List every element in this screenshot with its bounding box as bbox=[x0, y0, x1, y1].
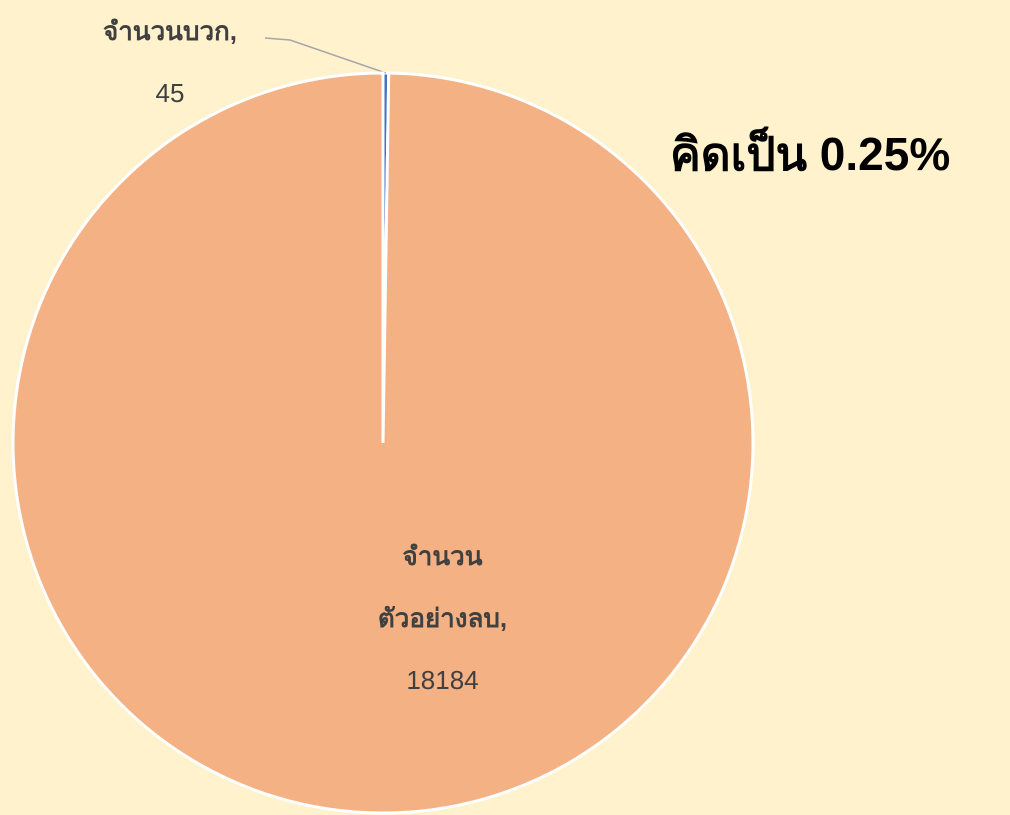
annotation: คิดเป็น 0.25% bbox=[670, 128, 951, 180]
data-label: จำนวนบวก, 45 bbox=[70, 0, 270, 124]
label-category: จำนวนตัวอย่างลบ, bbox=[377, 541, 508, 633]
data-label: จำนวนตัวอย่างลบ, 18184 bbox=[360, 525, 525, 711]
leader-line bbox=[264, 37, 387, 74]
label-value: 45 bbox=[155, 78, 185, 108]
label-value: 18184 bbox=[406, 665, 479, 695]
pie-slice bbox=[11, 71, 755, 815]
label-category: จำนวนบวก, bbox=[102, 16, 238, 46]
